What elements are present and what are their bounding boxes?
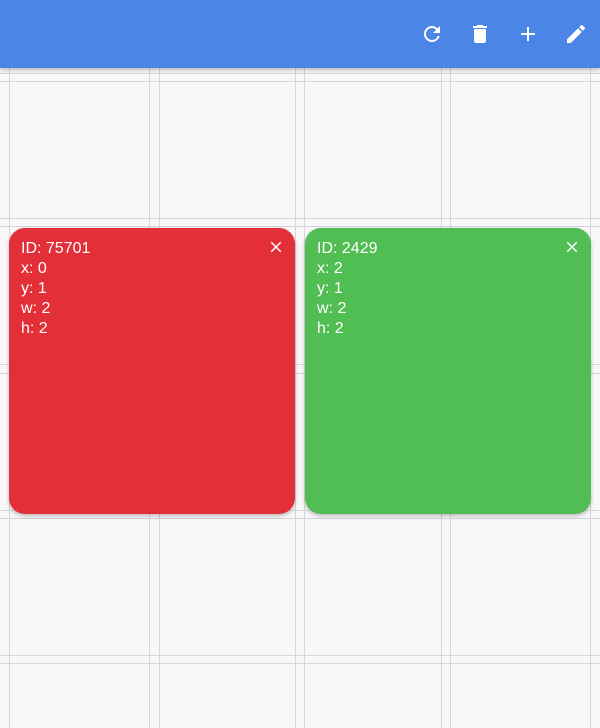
delete-icon [473, 25, 487, 43]
tile-id: ID: 2429 [317, 240, 378, 257]
grid-line [295, 68, 296, 728]
tile-y: y: 1 [317, 280, 343, 297]
grid-tile[interactable]: ID: 2429 x: 2 y: 1 w: 2 h: 2 [305, 228, 591, 514]
delete-button[interactable] [456, 10, 504, 58]
grid-line [304, 68, 305, 728]
tile-y: y: 1 [21, 280, 47, 297]
grid-line [0, 73, 600, 74]
refresh-button[interactable] [408, 10, 456, 58]
refresh-icon [424, 26, 440, 42]
tile-close-button[interactable] [265, 236, 287, 258]
grid-line [0, 510, 600, 511]
grid-line [0, 663, 600, 664]
tile-x: x: 2 [317, 260, 343, 277]
edit-icon [567, 24, 586, 43]
edit-button[interactable] [552, 10, 600, 58]
grid-line [0, 81, 600, 82]
grid-line [0, 226, 600, 227]
tile-close-button[interactable] [561, 236, 583, 258]
grid-line [0, 655, 600, 656]
tile-w: w: 2 [317, 300, 347, 317]
close-icon [566, 241, 578, 253]
grid-line [0, 373, 600, 374]
dashboard-grid: ID: 75701 x: 0 y: 1 w: 2 h: 2 ID: 2429 x… [0, 68, 600, 728]
add-button[interactable] [504, 10, 552, 58]
app-bar-actions [408, 0, 600, 68]
grid-line [0, 518, 600, 519]
tile-w: w: 2 [21, 300, 51, 317]
tile-h: h: 2 [317, 320, 344, 337]
grid-line [0, 364, 600, 365]
tile-id: ID: 75701 [21, 240, 91, 257]
close-icon [270, 241, 282, 253]
add-icon [521, 27, 535, 41]
tile-h: h: 2 [21, 320, 48, 337]
grid-tile[interactable]: ID: 75701 x: 0 y: 1 w: 2 h: 2 [9, 228, 295, 514]
grid-line [0, 218, 600, 219]
app-bar [0, 0, 600, 68]
tile-x: x: 0 [21, 260, 47, 277]
